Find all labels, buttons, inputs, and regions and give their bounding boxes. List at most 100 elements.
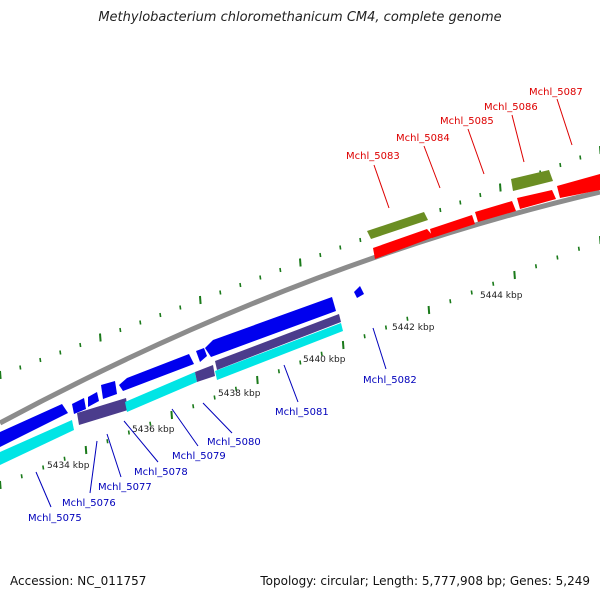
reverse-gene-mchl-5078 — [101, 381, 117, 399]
tick-mark — [299, 258, 302, 267]
genome-backbone — [0, 189, 600, 426]
gene-label-mchl-5076[interactable]: Mchl_5076 — [62, 498, 116, 509]
tick-mark — [59, 350, 62, 355]
tick-mark — [406, 316, 409, 321]
reverse-gene-mchl-5080 — [196, 348, 207, 362]
gene-label-mchl-5077[interactable]: Mchl_5077 — [98, 482, 152, 493]
tick-mark — [339, 245, 342, 250]
tick-mark — [277, 369, 280, 374]
tick-mark — [127, 430, 130, 435]
tick-mark — [192, 404, 195, 409]
tick-mark — [20, 474, 23, 479]
forward-feature-2 — [511, 170, 553, 191]
label-leader-mchl-5085 — [467, 128, 485, 175]
gene-label-mchl-5082[interactable]: Mchl_5082 — [363, 375, 417, 386]
label-leader-mchl-5084 — [423, 145, 441, 189]
label-leader-mchl-5075 — [35, 471, 52, 508]
tick-mark — [159, 312, 162, 318]
scale-label-5434: 5434 kbp — [47, 461, 90, 471]
tick-mark — [459, 200, 462, 205]
tick-mark — [149, 421, 152, 426]
tick-mark — [139, 320, 142, 325]
forward-gene-mchl-5084 — [430, 215, 475, 238]
scale-label-5444: 5444 kbp — [480, 291, 523, 301]
scale-label-5436: 5436 kbp — [132, 425, 175, 435]
label-leader-mchl-5079 — [171, 408, 199, 447]
tick-mark — [279, 267, 282, 273]
gene-label-mchl-5079[interactable]: Mchl_5079 — [172, 451, 226, 462]
scale-label-5440: 5440 kbp — [303, 355, 346, 365]
tick-mark — [106, 439, 109, 444]
reverse-cyan-feature-2 — [125, 372, 197, 412]
tick-mark — [299, 360, 302, 365]
reverse-gene-mchl-5075 — [0, 404, 68, 447]
gene-label-mchl-5080[interactable]: Mchl_5080 — [207, 437, 261, 448]
tick-mark — [239, 282, 242, 288]
tick-mark — [84, 445, 88, 455]
tick-mark — [499, 183, 502, 192]
gene-label-mchl-5083[interactable]: Mchl_5083 — [346, 151, 400, 162]
tick-mark — [363, 334, 366, 339]
genome-title: Methylobacterium chloromethanicum CM4, c… — [98, 10, 502, 25]
gene-label-mchl-5087[interactable]: Mchl_5087 — [529, 87, 583, 98]
label-leader-mchl-5076 — [89, 440, 98, 494]
label-leader-mchl-5083 — [373, 164, 390, 209]
tick-mark — [449, 299, 452, 304]
reverse-gene-mchl-5077 — [88, 392, 99, 407]
tick-mark — [341, 340, 345, 350]
reverse-gene-mchl-5081 — [205, 297, 336, 357]
tick-mark — [320, 351, 323, 356]
reverse-dark-feature-1 — [77, 398, 128, 425]
tick-mark — [427, 305, 431, 315]
genome-summary-text: Topology: circular; Length: 5,777,908 bp… — [260, 574, 590, 588]
tick-mark — [492, 281, 495, 286]
tick-mark — [579, 155, 582, 160]
tick-mark — [63, 456, 66, 461]
reverse-gene-mchl-5076 — [72, 398, 86, 414]
reverse-gene-mchl-5079 — [119, 354, 194, 391]
tick-mark — [319, 252, 322, 258]
reverse-dark-feature-2 — [195, 365, 215, 382]
reverse-dark-feature-3 — [215, 314, 341, 370]
tick-mark — [234, 386, 238, 391]
forward-gene-mchl-5086 — [517, 190, 556, 209]
tick-mark — [19, 365, 22, 370]
tick-mark — [259, 275, 262, 280]
tick-mark — [199, 295, 202, 305]
tick-mark — [470, 290, 473, 295]
forward-feature-1 — [367, 212, 428, 239]
gene-label-mchl-5075[interactable]: Mchl_5075 — [28, 513, 82, 524]
forward-gene-mchl-5087 — [557, 174, 600, 198]
tick-mark — [359, 237, 362, 243]
tick-mark — [0, 370, 2, 380]
scale-label-5442: 5442 kbp — [392, 323, 435, 333]
tick-mark — [384, 325, 388, 330]
reverse-cyan-feature-1 — [0, 420, 74, 465]
tick-mark — [179, 305, 182, 310]
reverse-cyan-feature-3 — [215, 323, 343, 380]
gene-label-mchl-5081[interactable]: Mchl_5081 — [275, 407, 329, 418]
scale-label-5438: 5438 kbp — [218, 389, 261, 399]
tick-mark — [534, 264, 538, 269]
tick-mark — [213, 395, 216, 400]
tick-mark — [42, 465, 45, 470]
label-leader-mchl-5086 — [511, 114, 525, 163]
gene-label-mchl-5085[interactable]: Mchl_5085 — [440, 116, 494, 127]
reverse-gene-mchl-5082 — [354, 286, 364, 298]
tick-mark — [39, 357, 42, 363]
label-leader-mchl-5078 — [123, 420, 159, 463]
gene-label-mchl-5078[interactable]: Mchl_5078 — [134, 467, 188, 478]
gene-label-mchl-5084[interactable]: Mchl_5084 — [396, 133, 450, 144]
tick-mark — [0, 480, 2, 490]
tick-mark — [219, 290, 222, 295]
gene-label-mchl-5086[interactable]: Mchl_5086 — [484, 102, 538, 113]
tick-mark — [513, 270, 516, 280]
forward-gene-mchl-5085 — [475, 201, 516, 222]
tick-mark — [99, 333, 102, 342]
tick-mark — [170, 410, 173, 420]
tick-mark — [119, 327, 122, 333]
tick-mark — [577, 246, 580, 251]
accession-text: Accession: NC_011757 — [10, 574, 147, 588]
